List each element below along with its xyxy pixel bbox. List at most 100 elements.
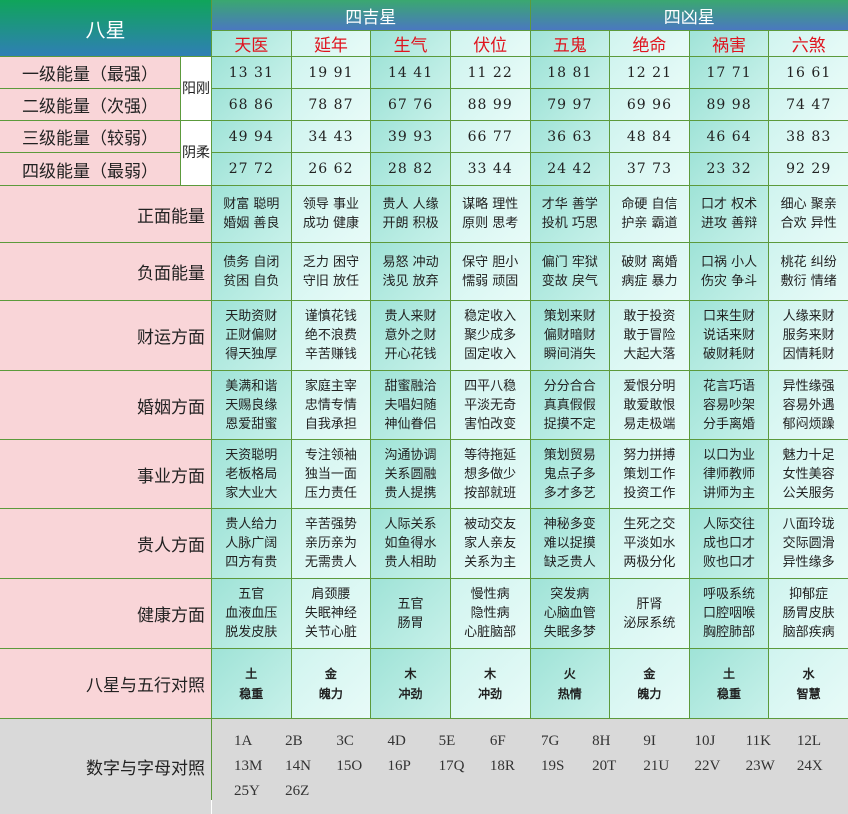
trait-row-label: 婚姻方面 xyxy=(0,371,211,439)
trait-cell: 保守 胆小 懦弱 顽固 xyxy=(451,243,530,300)
digit-letter-pair: 13M xyxy=(234,755,285,778)
energy-cell: 79 97 xyxy=(531,89,610,120)
wuxing-cell: 土 稳重 xyxy=(212,649,291,718)
energy-row-label: 四级能量（最弱） xyxy=(0,153,180,185)
trait-cell: 偏门 牢狱 变故 戾气 xyxy=(531,243,610,300)
digit-letter-pair: 20T xyxy=(592,755,643,778)
energy-cell: 36 63 xyxy=(531,121,610,152)
trait-cell: 努力拼搏 策划工作 投资工作 xyxy=(610,440,689,508)
trait-cell: 以口为业 律师教师 讲师为主 xyxy=(690,440,769,508)
trait-cell: 生死之交 平淡如水 两极分化 xyxy=(610,509,689,578)
trait-cell: 八面玲珑 交际圆滑 异性缘多 xyxy=(769,509,848,578)
digit-letter-pair: 14N xyxy=(285,755,336,778)
trait-cell: 异性缘强 容易外遇 郁闷烦躁 xyxy=(769,371,848,439)
trait-cell: 细心 聚亲 合欢 异性 xyxy=(769,186,848,242)
trait-cell: 才华 善学 投机 巧思 xyxy=(531,186,610,242)
trait-cell: 呼吸系统 口腔咽喉 胸腔肺部 xyxy=(690,579,769,648)
energy-cell: 49 94 xyxy=(212,121,291,152)
trait-cell: 抑郁症 肠胃皮肤 脑部疾病 xyxy=(769,579,848,648)
trait-cell: 谨慎花钱 绝不浪费 辛苦赚钱 xyxy=(292,301,371,370)
star-header: 绝命 xyxy=(610,31,689,56)
trait-cell: 财富 聪明 婚姻 善良 xyxy=(212,186,291,242)
star-header: 生气 xyxy=(371,31,450,56)
digit-letter-pair: 11K xyxy=(746,730,797,753)
energy-cell: 27 72 xyxy=(212,153,291,185)
energy-cell: 23 32 xyxy=(690,153,769,185)
digit-letter-pair: 16P xyxy=(388,755,439,778)
energy-row-label: 一级能量（最强） xyxy=(0,57,180,88)
table-title: 八星 xyxy=(0,0,211,56)
trait-cell: 策划来财 偏财暗财 瞬间消失 xyxy=(531,301,610,370)
trait-cell: 天助资财 正财偏财 得天独厚 xyxy=(212,301,291,370)
energy-cell: 26 62 xyxy=(292,153,371,185)
energy-cell: 13 31 xyxy=(212,57,291,88)
trait-cell: 美满和谐 天赐良缘 恩爱甜蜜 xyxy=(212,371,291,439)
digit-letter-pair: 7G xyxy=(541,730,592,753)
energy-cell: 28 82 xyxy=(371,153,450,185)
digit-letter-pair: 2B xyxy=(285,730,336,753)
energy-cell: 38 83 xyxy=(769,121,848,152)
group-header-inauspicious: 四凶星 xyxy=(531,0,848,30)
digit-letter-pair: 5E xyxy=(439,730,490,753)
trait-cell: 慢性病 隐性病 心脏脑部 xyxy=(451,579,530,648)
trait-cell: 突发病 心脑血管 失眠多梦 xyxy=(531,579,610,648)
digit-letter-pair: 24X xyxy=(797,755,848,778)
star-header: 延年 xyxy=(292,31,371,56)
digit-letter-pair: 3C xyxy=(336,730,387,753)
energy-cell: 68 86 xyxy=(212,89,291,120)
trait-cell: 甜蜜融洽 夫唱妇随 神仙眷侣 xyxy=(371,371,450,439)
trait-cell: 分分合合 真真假假 捉摸不定 xyxy=(531,371,610,439)
digit-letter-pair: 10J xyxy=(695,730,746,753)
trait-cell: 贵人 人缘 开朗 积极 xyxy=(371,186,450,242)
energy-cell: 24 42 xyxy=(531,153,610,185)
trait-cell: 易怒 冲动 浅见 放弃 xyxy=(371,243,450,300)
energy-cell: 34 43 xyxy=(292,121,371,152)
trait-cell: 肝肾 泌尿系统 xyxy=(610,579,689,648)
trait-row-label: 正面能量 xyxy=(0,186,211,242)
wuxing-cell: 木 冲劲 xyxy=(451,649,530,718)
energy-row-label: 三级能量（较弱） xyxy=(0,121,180,152)
trait-cell: 魅力十足 女性美容 公关服务 xyxy=(769,440,848,508)
wuxing-cell: 水 智慧 xyxy=(769,649,848,718)
trait-cell: 四平八稳 平淡无奇 害怕改变 xyxy=(451,371,530,439)
trait-cell: 破财 离婚 病症 暴力 xyxy=(610,243,689,300)
energy-cell: 16 61 xyxy=(769,57,848,88)
trait-cell: 神秘多变 难以捉摸 缺乏贵人 xyxy=(531,509,610,578)
digit-letter-pair: 22V xyxy=(695,755,746,778)
trait-cell: 口祸 小人 伤灾 争斗 xyxy=(690,243,769,300)
energy-row-label: 二级能量（次强） xyxy=(0,89,180,120)
digit-letter-pair: 23W xyxy=(746,755,797,778)
energy-cell: 37 73 xyxy=(610,153,689,185)
energy-cell: 19 91 xyxy=(292,57,371,88)
digit-letter-pair: 21U xyxy=(643,755,694,778)
energy-cell: 74 47 xyxy=(769,89,848,120)
trait-row-label: 事业方面 xyxy=(0,440,211,508)
digit-letter-pair: 1A xyxy=(234,730,285,753)
trait-cell: 肩颈腰 失眠神经 关节心脏 xyxy=(292,579,371,648)
trait-cell: 桃花 纠纷 敷衍 情绪 xyxy=(769,243,848,300)
trait-cell: 辛苦强势 亲历亲为 无需贵人 xyxy=(292,509,371,578)
trait-cell: 沟通协调 关系圆融 贵人提携 xyxy=(371,440,450,508)
trait-cell: 债务 自闭 贫困 自负 xyxy=(212,243,291,300)
wuxing-cell: 火 热情 xyxy=(531,649,610,718)
trait-cell: 五官 血液血压 脱发皮肤 xyxy=(212,579,291,648)
trait-cell: 口来生财 说话来财 破财耗财 xyxy=(690,301,769,370)
energy-cell: 89 98 xyxy=(690,89,769,120)
star-header: 六煞 xyxy=(769,31,848,56)
energy-cell: 48 84 xyxy=(610,121,689,152)
energy-cell: 69 96 xyxy=(610,89,689,120)
energy-cell: 11 22 xyxy=(451,57,530,88)
energy-cell: 33 44 xyxy=(451,153,530,185)
star-header: 祸害 xyxy=(690,31,769,56)
digit-letter-pair: 19S xyxy=(541,755,592,778)
digit-letter-pair: 4D xyxy=(388,730,439,753)
wuxing-cell: 木 冲劲 xyxy=(371,649,450,718)
trait-cell: 五官 肠胃 xyxy=(371,579,450,648)
digit-letter-pair: 6F xyxy=(490,730,541,753)
wuxing-cell: 土 稳重 xyxy=(690,649,769,718)
wuxing-row-label: 八星与五行对照 xyxy=(0,649,211,718)
digit-letter-pair: 9I xyxy=(643,730,694,753)
trait-row-label: 健康方面 xyxy=(0,579,211,648)
trait-cell: 乏力 困守 守旧 放任 xyxy=(292,243,371,300)
